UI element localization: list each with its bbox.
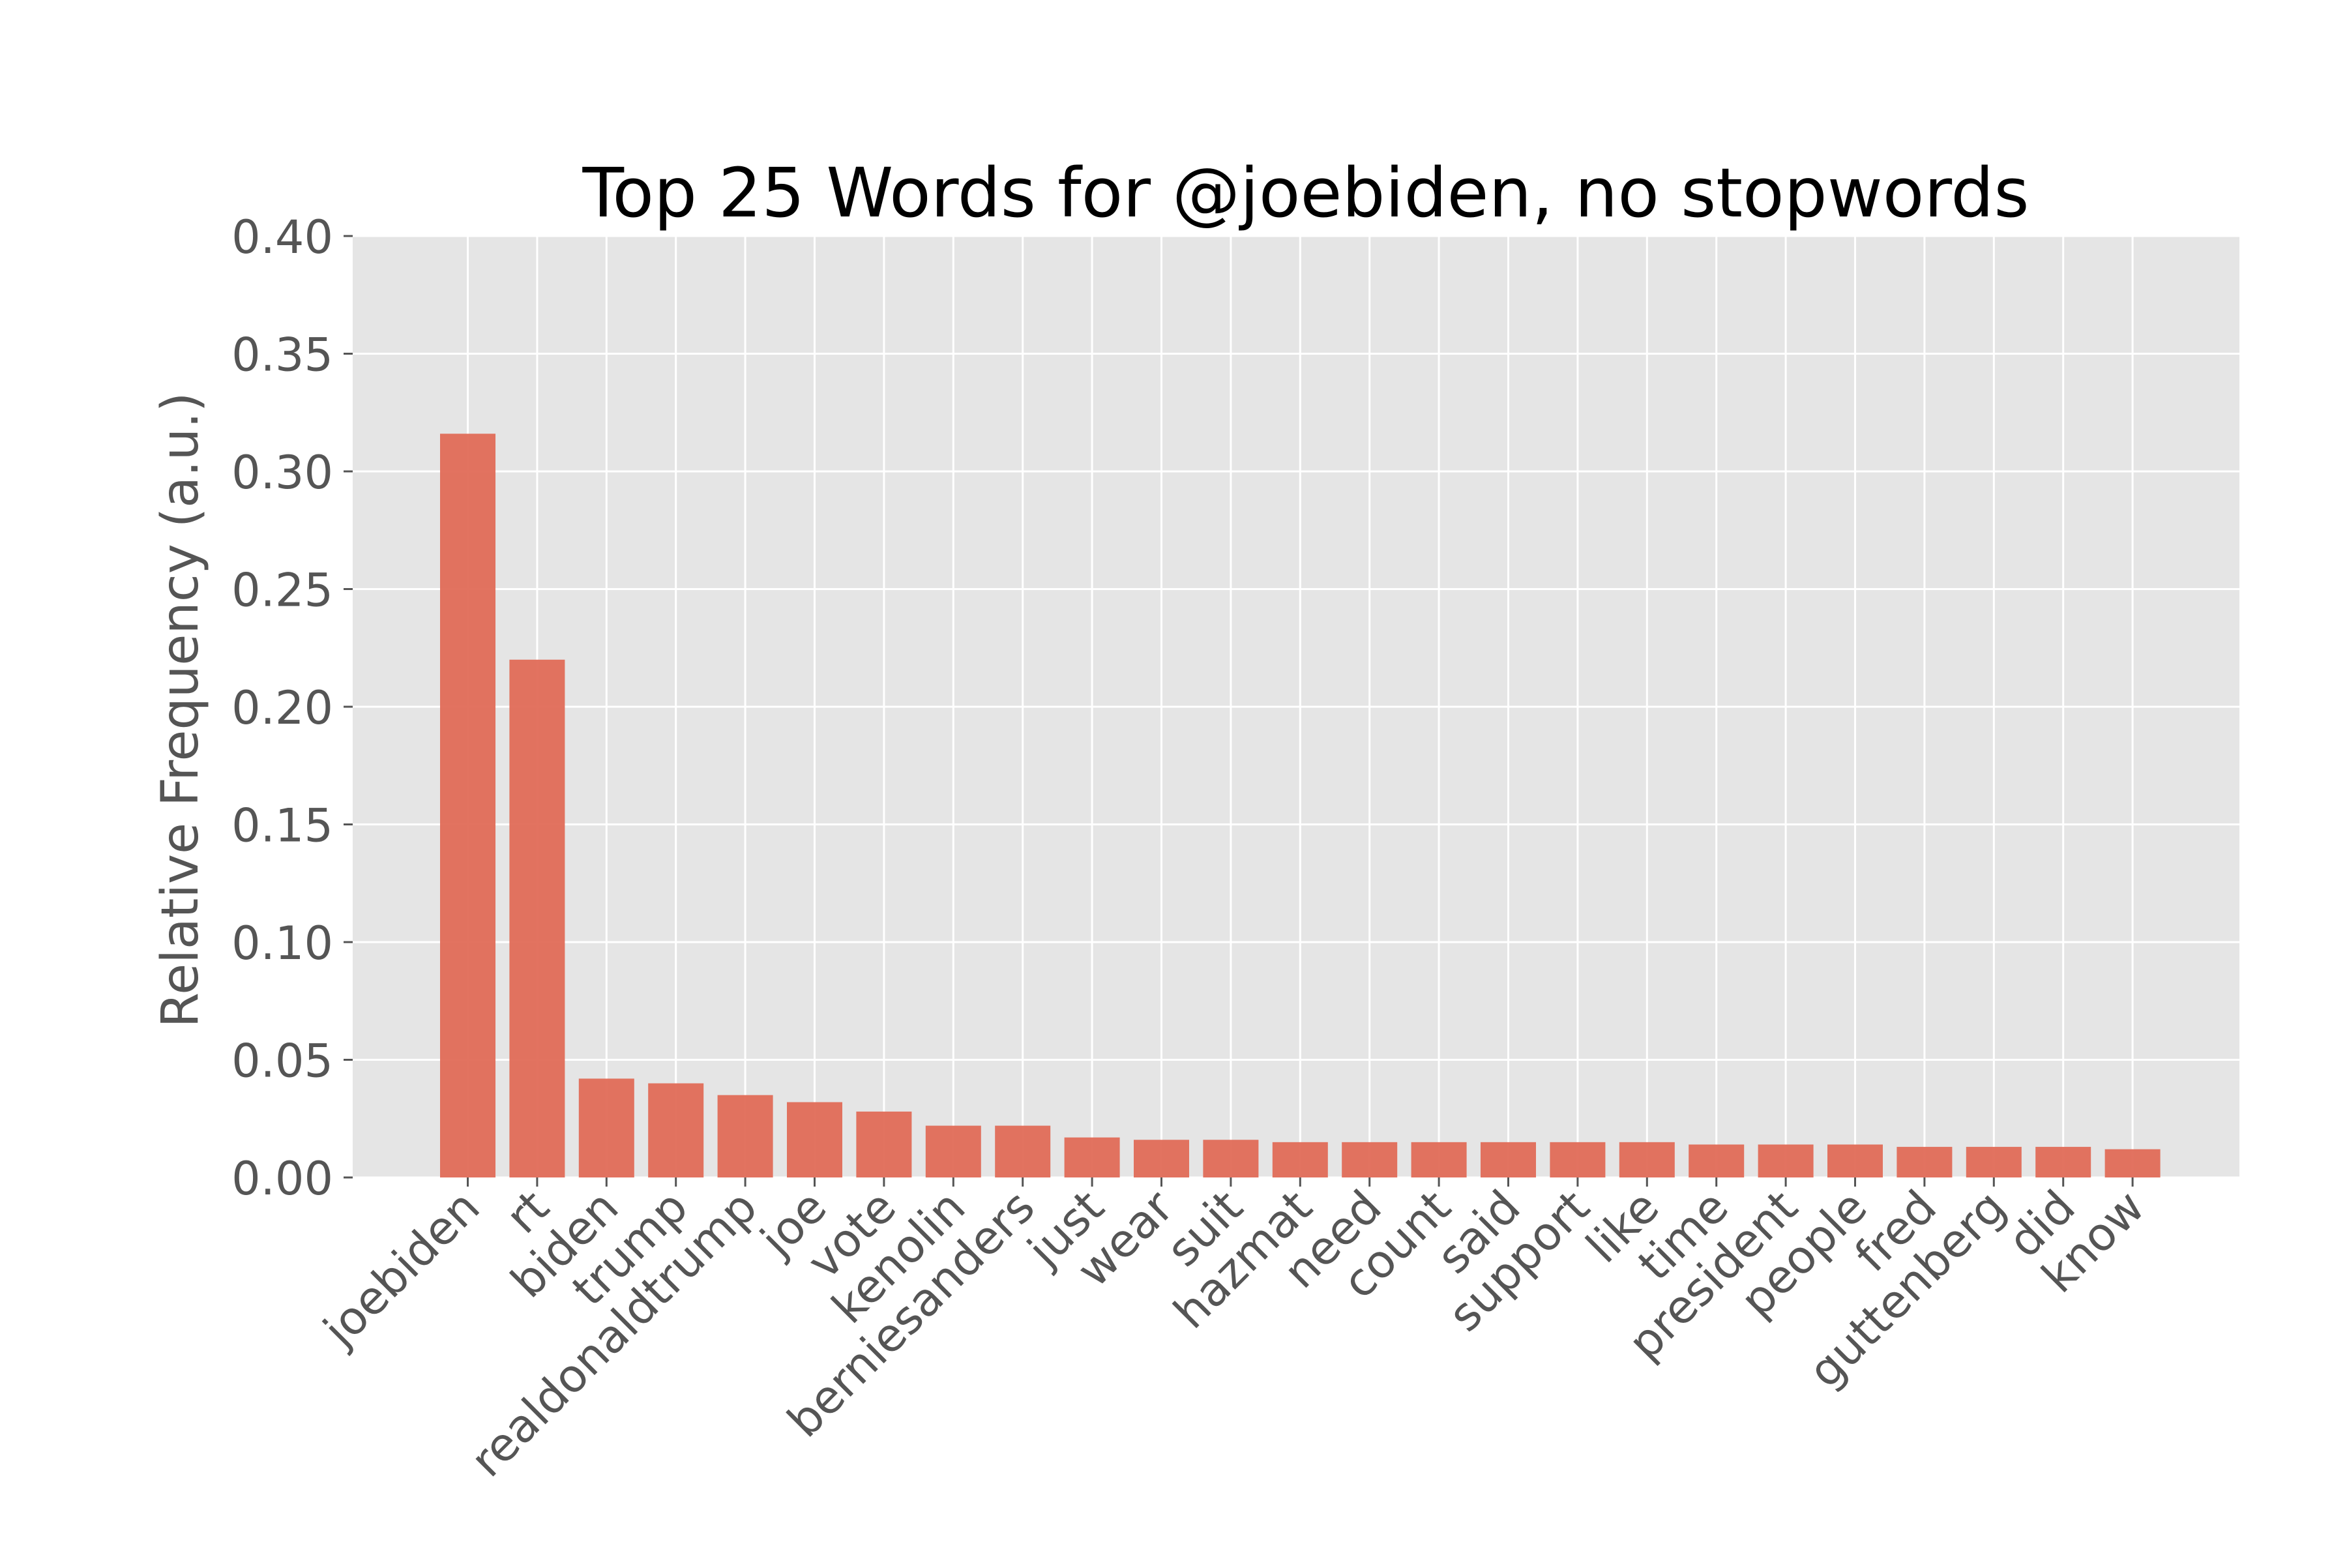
y-tick-label: 0.35 <box>231 329 333 382</box>
bars <box>440 434 2161 1177</box>
bar-people <box>1827 1144 1883 1177</box>
bar-president <box>1758 1144 1814 1177</box>
y-tick-label: 0.05 <box>231 1035 333 1088</box>
bar-count <box>1411 1142 1467 1177</box>
y-tick-label: 0.30 <box>231 446 333 499</box>
grid-lines <box>353 235 2239 1179</box>
bar-joebiden <box>440 434 495 1177</box>
bar-fred <box>1897 1147 1953 1177</box>
y-axis-label: Relative Frequency (a.u.) <box>151 392 210 1028</box>
bar-vote <box>856 1111 912 1177</box>
bar-trump <box>648 1083 704 1177</box>
y-tick-label: 0.10 <box>231 917 333 970</box>
bar-suit <box>1203 1140 1259 1177</box>
bar-need <box>1342 1142 1398 1177</box>
y-tick-label: 0.15 <box>231 799 333 853</box>
bar-said <box>1481 1142 1536 1177</box>
bar-just <box>1064 1137 1120 1177</box>
bar-support <box>1550 1142 1606 1177</box>
y-tick-label: 0.00 <box>231 1152 333 1206</box>
bar-biden <box>578 1078 634 1177</box>
bar-realdonaldtrump <box>717 1095 773 1177</box>
y-tick-label: 0.20 <box>231 681 333 735</box>
bar-know <box>2104 1149 2161 1177</box>
bar-like <box>1619 1142 1675 1177</box>
bar-did <box>2035 1147 2091 1177</box>
bar-berniesanders <box>995 1125 1051 1177</box>
bar-time <box>1689 1144 1745 1177</box>
bar-hazmat <box>1272 1142 1328 1177</box>
bar-wear <box>1134 1140 1189 1177</box>
bar-joe <box>787 1102 842 1177</box>
y-axis-ticks: 0.00 0.05 0.10 0.15 0.20 0.25 0.30 0.35 0.40 <box>231 211 353 1206</box>
bar-kenolin <box>925 1125 981 1177</box>
y-tick-label: 0.40 <box>231 211 333 264</box>
bar-guttenberg <box>1966 1147 2022 1177</box>
chart-title: Top 25 Words for @joebiden, no stopwords <box>582 153 2029 233</box>
y-tick-label: 0.25 <box>231 564 333 617</box>
bar-rt <box>509 659 565 1177</box>
